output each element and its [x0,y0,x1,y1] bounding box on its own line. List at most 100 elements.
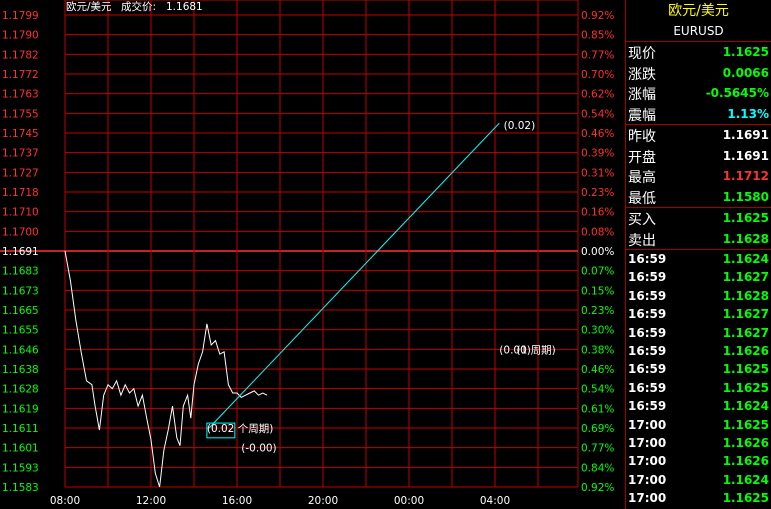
quote-label: 买入 [628,212,656,228]
x-tick-label: 20:00 [308,495,338,507]
y-tick-label: 1.1683 [2,266,39,278]
annotation-label: (0.02 个周期) [207,423,273,435]
quote-group: 昨收 1.1691 开盘 1.1691 最高 1.1712 最低 1.1580 [626,125,771,208]
tick-time: 16:59 [628,362,667,377]
tick-time: 17:00 [628,417,667,432]
quote-value: 1.1580 [722,189,769,204]
tick-time: 17:00 [628,472,667,487]
quote-groups: 现价 1.1625 涨跌 0.0066 涨幅 -0.5645% 震幅 1.13% 昨收 1.169… [626,42,771,250]
quote-row: 最高 1.1712 [626,166,771,187]
y-tick-label: 1.1737 [2,148,39,160]
y-tick-label: 1.1646 [2,344,39,356]
y-tick-label: 1.1718 [2,187,39,199]
tick-row: 17:00 1.1625 [626,416,771,434]
pct-tick-label: 0.62% [581,89,614,101]
tick-price: 1.1625 [722,417,769,432]
quote-label: 开盘 [628,149,656,166]
tick-price: 1.1625 [722,362,769,377]
chart-grid [0,0,579,488]
tick-row: 17:00 1.1624 [626,471,771,489]
tick-price: 1.1624 [722,399,769,414]
quote-label: 最低 [628,190,656,207]
tick-price: 1.1625 [722,380,769,395]
y-tick-label: 1.1593 [2,462,39,474]
tick-row: 16:59 1.1624 [626,250,771,268]
pct-tick-label: 0.08% [581,226,614,238]
tick-row: 17:00 1.1625 [626,489,771,507]
tick-price: 1.1626 [722,343,769,358]
y-tick-label: 1.1745 [2,128,39,140]
tick-price: 1.1625 [722,491,769,506]
plot-border [64,0,579,488]
tick-time: 16:59 [628,288,667,303]
y-tick-label: 1.1601 [2,443,39,455]
trend-line [208,122,500,429]
tick-row: 16:59 1.1625 [626,379,771,397]
y-tick-label: 1.1755 [2,108,39,120]
pct-tick-label: 0.61% [581,403,614,415]
y-tick-label: 1.1638 [2,364,39,376]
quote-group: 买入 1.1625 卖出 1.1628 [626,208,771,250]
tick-price: 1.1626 [722,454,769,469]
trade-label: 成交价: [121,0,156,13]
tick-time: 16:59 [628,325,667,340]
tick-row: 16:59 1.1624 [626,397,771,415]
x-tick-label: 08:00 [50,495,80,507]
tick-price: 1.1627 [722,325,769,340]
annotation-label: (0.00) [499,344,531,356]
x-tick-label: 04:00 [480,495,510,507]
trade-value: 1.1681 [166,1,203,13]
tick-row: 16:59 1.1625 [626,360,771,378]
x-tick-label: 12:00 [136,495,166,507]
quote-value: 0.0066 [722,65,769,80]
tick-time: 16:59 [628,380,667,395]
tick-time: 17:00 [628,454,667,469]
intraday-chart[interactable]: 1.1799 0.92% 1.1790 0.85% 1.1782 0.77% 1.1772 0… [0,0,625,509]
tick-price: 1.1626 [722,435,769,450]
pct-tick-label: 0.00% [581,246,614,258]
quote-group: 现价 1.1625 涨跌 0.0066 涨幅 -0.5645% 震幅 1.13% [626,42,771,125]
pct-tick-label: 0.84% [581,462,614,474]
pct-tick-label: 0.77% [581,49,614,61]
tick-time: 16:59 [628,399,667,414]
pct-tick-label: 0.38% [581,344,614,356]
pct-tick-label: 0.54% [581,108,614,120]
annotations: (0.02) (0.00)(1 周期) (0.02 个周期) (-0.00) [207,120,556,455]
pct-tick-label: 0.54% [581,384,614,396]
price-line [64,250,268,488]
tick-time: 17:00 [628,491,667,506]
tick-time: 16:59 [628,343,667,358]
pct-tick-label: 0.23% [581,187,614,199]
quote-label: 最高 [628,170,656,186]
quote-row: 开盘 1.1691 [626,146,771,167]
quote-label: 卖出 [628,232,656,249]
quote-row: 涨幅 -0.5645% [626,83,771,104]
quote-row: 震幅 1.13% [626,104,771,125]
tick-time: 16:59 [628,307,667,322]
tick-row: 16:59 1.1628 [626,287,771,305]
quote-label: 昨收 [628,129,656,145]
y-tick-label: 1.1710 [2,207,39,219]
pct-tick-label: 0.70% [581,69,614,81]
tick-row: 16:59 1.1627 [626,324,771,342]
tick-price: 1.1624 [722,472,769,487]
y-tick-label: 1.1691 [2,246,39,258]
pct-tick-label: 0.07% [581,266,614,278]
tick-time: 16:59 [628,270,667,285]
quote-value: 1.1625 [722,211,769,225]
pct-tick-label: 0.16% [581,207,614,219]
quote-panel: 欧元/美元 EURUSD 现价 1.1625 涨跌 0.0066 涨幅 -0.5645% 震… [625,0,771,509]
quote-label: 现价 [628,46,656,62]
tick-price: 1.1628 [722,288,769,303]
y-tick-label: 1.1665 [2,305,39,317]
quote-row: 昨收 1.1691 [626,125,771,146]
tick-time: 16:59 [628,252,667,266]
y-tick-label: 1.1583 [2,482,39,494]
quote-value: 1.1625 [722,45,769,59]
pct-tick-label: 0.77% [581,443,614,455]
tick-list[interactable]: 16:59 1.1624 16:59 1.1627 16:59 1.1628 16:59 1.… [626,250,771,507]
x-tick-label: 00:00 [394,495,424,507]
y-tick-label: 1.1611 [2,423,39,435]
y-tick-label: 1.1628 [2,384,39,396]
quote-value: 1.1712 [722,169,769,183]
